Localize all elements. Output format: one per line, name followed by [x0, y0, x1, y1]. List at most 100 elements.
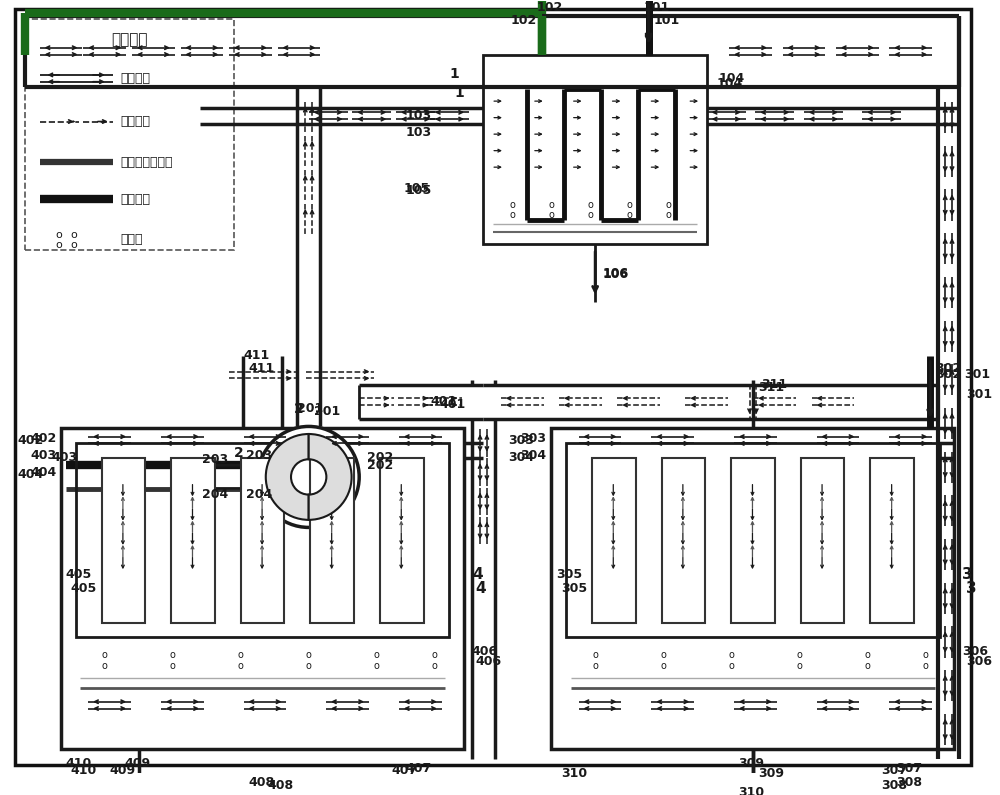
Text: 403: 403 [30, 449, 56, 462]
Bar [566, 443, 940, 637]
Text: o: o [922, 661, 928, 671]
Text: 202: 202 [367, 459, 393, 471]
Text: o: o [510, 200, 516, 210]
Text: 305: 305 [561, 582, 587, 595]
Text: 403: 403 [51, 451, 77, 464]
Text: 404: 404 [30, 466, 56, 479]
Text: o: o [70, 240, 77, 250]
Text: 302: 302 [935, 368, 961, 382]
Text: o: o [549, 210, 554, 219]
Text: 204: 204 [202, 488, 228, 501]
Text: o: o [864, 650, 870, 660]
Bar [310, 457, 354, 622]
Text: o: o [592, 661, 598, 671]
Bar [592, 457, 636, 622]
Text: o: o [587, 200, 593, 210]
Text: 310: 310 [738, 786, 765, 795]
Text: 302: 302 [935, 362, 961, 374]
Text: o: o [922, 650, 928, 660]
Text: 103: 103 [406, 109, 432, 122]
Text: o: o [56, 230, 63, 240]
Text: 305: 305 [556, 568, 582, 580]
Text: 410: 410 [66, 757, 92, 770]
Text: o: o [306, 661, 312, 671]
Text: 401: 401 [440, 398, 466, 410]
Text: 3: 3 [966, 581, 977, 596]
Text: 405: 405 [71, 582, 97, 595]
Text: 供热管路: 供热管路 [120, 192, 150, 206]
Bar [801, 457, 844, 622]
Text: o: o [549, 200, 554, 210]
Text: 311: 311 [758, 381, 784, 394]
Text: 409: 409 [110, 764, 136, 777]
Text: 408: 408 [248, 776, 274, 789]
Text: 404: 404 [17, 468, 44, 482]
Text: 407: 407 [406, 762, 432, 775]
Text: 2: 2 [294, 402, 304, 416]
Text: 2: 2 [234, 446, 244, 460]
Text: 307: 307 [882, 764, 908, 777]
Bar [380, 457, 424, 622]
Text: 喂淋、凝水管路: 喂淋、凝水管路 [120, 156, 173, 169]
Text: 409: 409 [124, 757, 150, 770]
Text: 102: 102 [537, 2, 563, 14]
Text: 301: 301 [966, 388, 992, 401]
Text: o: o [70, 230, 77, 240]
Text: o: o [374, 661, 380, 671]
Text: 203: 203 [246, 449, 272, 462]
Bar [102, 457, 145, 622]
Text: 105: 105 [404, 182, 430, 195]
Text: o: o [626, 200, 632, 210]
Text: o: o [587, 210, 593, 219]
Text: o: o [306, 650, 312, 660]
Text: o: o [238, 661, 244, 671]
Text: 304: 304 [508, 451, 534, 464]
Bar [731, 457, 775, 622]
Text: o: o [796, 650, 802, 660]
Text: 1: 1 [454, 87, 464, 100]
Text: o: o [665, 210, 671, 219]
Text: 3: 3 [962, 567, 973, 581]
Circle shape [258, 426, 359, 527]
Text: 202: 202 [367, 451, 393, 464]
Text: 410: 410 [71, 764, 97, 777]
Bar [61, 429, 464, 749]
Bar [551, 429, 954, 749]
Text: 402: 402 [30, 432, 56, 444]
Text: 308: 308 [882, 779, 908, 793]
Text: 407: 407 [391, 764, 417, 777]
Text: 101: 101 [653, 14, 680, 27]
Text: 106: 106 [603, 269, 629, 281]
Text: 201: 201 [314, 405, 340, 418]
Text: o: o [170, 661, 176, 671]
Text: 408: 408 [267, 779, 294, 793]
Text: 1: 1 [449, 67, 459, 81]
Text: 烟气管路: 烟气管路 [120, 72, 150, 85]
Text: 308: 308 [896, 776, 922, 789]
Text: o: o [170, 650, 176, 660]
Text: 103: 103 [406, 126, 432, 138]
Text: 102: 102 [511, 14, 537, 27]
Text: 101: 101 [644, 2, 670, 14]
Text: 304: 304 [520, 449, 547, 462]
Text: o: o [374, 650, 380, 660]
Text: 冷凝水: 冷凝水 [120, 234, 143, 246]
Text: 311: 311 [761, 378, 787, 391]
Bar [483, 55, 707, 244]
Text: 106: 106 [603, 266, 629, 280]
Text: 309: 309 [738, 757, 764, 770]
Text: o: o [102, 661, 108, 671]
Text: 104: 104 [718, 72, 745, 85]
Text: o: o [660, 650, 666, 660]
Text: o: o [432, 650, 438, 660]
Text: 104: 104 [717, 77, 743, 90]
Text: o: o [592, 650, 598, 660]
Text: 406: 406 [472, 646, 498, 658]
Text: 105: 105 [406, 184, 432, 197]
Text: 201: 201 [297, 402, 323, 416]
Text: o: o [660, 661, 666, 671]
Text: 空气管路: 空气管路 [120, 115, 150, 128]
Text: 406: 406 [476, 655, 502, 668]
Bar [241, 457, 284, 622]
Text: o: o [728, 661, 734, 671]
